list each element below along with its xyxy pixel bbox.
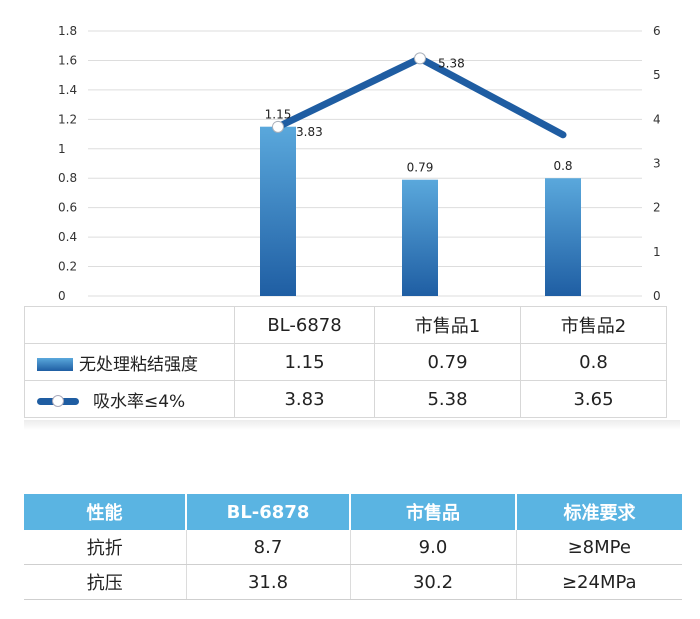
left-tick-label: 0.4 [58, 230, 77, 244]
left-tick-label: 0.8 [58, 171, 77, 185]
bar-data-label: 0.79 [407, 161, 434, 175]
properties-cell: 30.2 [350, 564, 517, 600]
properties-table: 性能 BL-6878 市售品 标准要求 抗折 8.7 9.0 ≥8MPe 抗压 … [24, 494, 682, 600]
properties-cell: ≥8MPe [516, 530, 682, 565]
data-table-header-cell: 市售品1 [374, 306, 521, 344]
data-table-header-row: BL-6878 市售品1 市售品2 [24, 306, 667, 344]
data-table-header-cell: 市售品2 [520, 306, 667, 344]
data-table-cell: 0.79 [374, 343, 521, 381]
left-tick-label: 1.2 [58, 112, 77, 126]
right-tick-label: 3 [653, 157, 661, 171]
properties-header-cell: 标准要求 [516, 494, 682, 530]
data-table-header-cell: BL-6878 [234, 306, 375, 344]
right-tick-label: 0 [653, 289, 661, 303]
properties-cell: ≥24MPa [516, 564, 682, 600]
properties-header-row: 性能 BL-6878 市售品 标准要求 [24, 494, 682, 530]
right-tick-label: 5 [653, 68, 661, 82]
line-data-label: 3.83 [296, 125, 323, 139]
bar [260, 126, 296, 296]
right-tick-label: 1 [653, 245, 661, 259]
properties-header-cell: 性能 [24, 494, 187, 530]
data-table-cell: 3.83 [234, 380, 375, 418]
left-tick-label: 1.4 [58, 83, 77, 97]
right-tick-label: 2 [653, 201, 661, 215]
table-shadow [24, 420, 680, 430]
properties-row: 抗折 8.7 9.0 ≥8MPe [24, 530, 682, 565]
properties-row: 抗压 31.8 30.2 ≥24MPa [24, 564, 682, 600]
bar-legend-swatch-icon [37, 358, 73, 371]
data-table-row-line: 吸水率≤4% 3.83 5.38 3.65 [24, 380, 667, 418]
left-tick-label: 0.6 [58, 201, 77, 215]
line-series [272, 52, 567, 139]
properties-cell: 9.0 [350, 530, 517, 565]
left-tick-label: 1.8 [58, 24, 77, 38]
combo-chart: 0 0.2 0.4 0.6 0.8 1 1.2 1.4 1.6 1.8 0 1 2 3 4 5 6 1.15 0… [58, 24, 661, 303]
data-labels: 1.15 0.79 0.8 3.83 5.38 [265, 56, 573, 174]
data-table-cell: 1.15 [234, 343, 375, 381]
line-marker [272, 120, 284, 133]
properties-cell: 31.8 [186, 564, 351, 600]
line-marker [414, 52, 426, 65]
bar [402, 179, 438, 296]
properties-cell: 8.7 [186, 530, 351, 565]
left-tick-label: 0 [58, 289, 66, 303]
right-tick-label: 6 [653, 24, 661, 38]
properties-header-cell: BL-6878 [186, 494, 351, 530]
gridlines [88, 30, 642, 297]
line-data-label: 5.38 [438, 56, 465, 70]
data-table-cell: 0.8 [520, 343, 667, 381]
left-y-axis: 0 0.2 0.4 0.6 0.8 1 1.2 1.4 1.6 1.8 [58, 24, 77, 303]
properties-cell: 抗压 [24, 564, 187, 600]
line-legend-swatch-icon [37, 395, 79, 407]
left-tick-label: 1 [58, 142, 66, 156]
chart-data-table: BL-6878 市售品1 市售品2 无处理粘结强度 1.15 0.79 0.8 … [24, 306, 667, 418]
data-table-cell: 3.65 [520, 380, 667, 418]
data-table-corner [24, 306, 235, 344]
right-tick-label: 4 [653, 112, 661, 126]
data-table-row-bar: 无处理粘结强度 1.15 0.79 0.8 [24, 343, 667, 381]
right-y-axis: 0 1 2 3 4 5 6 [653, 24, 661, 303]
legend-label-bar: 无处理粘结强度 [79, 354, 198, 375]
legend-label-line: 吸水率≤4% [93, 391, 186, 412]
bar-data-label: 0.8 [553, 159, 572, 173]
left-tick-label: 1.6 [58, 53, 77, 67]
left-tick-label: 0.2 [58, 260, 77, 274]
bar [545, 178, 581, 296]
line-series-path [274, 54, 567, 139]
legend-cell-line: 吸水率≤4% [24, 380, 235, 418]
data-table-cell: 5.38 [374, 380, 521, 418]
legend-cell-bar: 无处理粘结强度 [24, 343, 235, 381]
bar-data-label: 1.15 [265, 108, 292, 122]
properties-cell: 抗折 [24, 530, 187, 565]
properties-header-cell: 市售品 [350, 494, 517, 530]
bar-series [260, 126, 581, 296]
